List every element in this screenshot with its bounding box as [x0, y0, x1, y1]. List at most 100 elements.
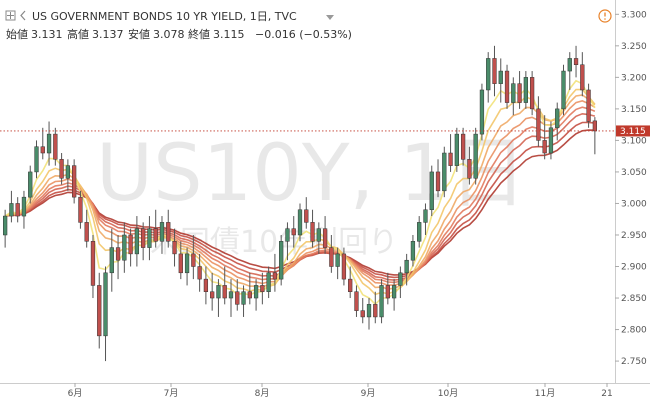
candle-body [285, 228, 290, 242]
candle [109, 228, 114, 292]
candle [9, 190, 14, 223]
legend-icon[interactable] [5, 10, 16, 21]
candle [511, 77, 516, 116]
candle [103, 266, 108, 362]
candle-body [448, 152, 453, 166]
candle [178, 241, 183, 280]
x-tick-label: 9月 [361, 388, 376, 399]
candle [210, 272, 215, 311]
candle-body [310, 222, 315, 242]
high-label: 高値 [67, 27, 89, 41]
ema-line [4, 106, 596, 284]
y-axis: 3.300 3.250 3.200 3.150 3.100 3.050 3.000 2.950… [615, 10, 647, 367]
candle [316, 222, 321, 254]
candle [448, 134, 453, 172]
candle-body [348, 278, 353, 292]
warning-icon[interactable] [598, 9, 612, 23]
y-tick-label: 3.050 [621, 168, 647, 178]
candle-body [166, 222, 171, 242]
candle [542, 115, 547, 160]
candle [460, 127, 466, 166]
candle-body [184, 253, 190, 274]
candle [479, 83, 485, 141]
candle-body [423, 209, 428, 223]
candle [573, 45, 579, 78]
candle-body [341, 253, 347, 280]
candle-body [21, 196, 27, 217]
candle [172, 228, 177, 267]
candle-body [442, 152, 447, 192]
open-value: 3.131 [31, 28, 63, 41]
y-tick-label: 3.200 [621, 73, 647, 83]
candle-body [9, 203, 14, 217]
candle-body [417, 222, 422, 242]
y-tick-label: 3.150 [621, 105, 647, 115]
candle-body [84, 222, 89, 242]
chart-title: US GOVERNMENT BONDS 10 YR YIELD, 1日, TVC [32, 10, 297, 23]
y-tick-label: 2.900 [621, 263, 647, 273]
candle-body [153, 228, 158, 242]
candle [385, 272, 390, 305]
candle [21, 190, 27, 229]
candle-body [28, 171, 33, 198]
candle [417, 216, 422, 248]
candle [203, 266, 209, 305]
candle-body [178, 253, 183, 274]
candle-body [46, 133, 52, 154]
candle [279, 234, 284, 286]
candle-body [398, 272, 403, 286]
candle-body [210, 291, 215, 299]
y-tick-label: 2.950 [621, 231, 647, 241]
candle-body [15, 203, 20, 217]
candle-body [103, 272, 108, 337]
candle [360, 298, 365, 324]
candle-body [360, 310, 365, 318]
candle-body [159, 222, 165, 242]
candle [429, 165, 434, 217]
candle [592, 117, 597, 155]
collapse-icon[interactable] [20, 10, 26, 21]
candle [536, 96, 541, 147]
candle [115, 234, 121, 280]
candle-body [272, 272, 278, 280]
ema-line [4, 88, 596, 296]
candle-body [279, 241, 284, 280]
chevron-down-icon[interactable] [326, 15, 334, 20]
candle-body [561, 70, 566, 110]
ema-line [4, 94, 596, 290]
candle-body [203, 278, 209, 292]
close-label: 終値 [188, 27, 210, 41]
candle [435, 159, 441, 198]
candle-body [253, 285, 259, 299]
candle [153, 209, 158, 248]
candle [90, 234, 96, 299]
candle-body [109, 247, 114, 274]
candle [335, 247, 340, 280]
close-value: 3.115 [213, 28, 245, 41]
candle-body [548, 127, 554, 154]
candle-body [567, 58, 572, 72]
candle [241, 285, 246, 317]
candle-body [429, 171, 434, 211]
candle-body [573, 58, 579, 65]
candle-body [260, 285, 265, 292]
candle [78, 190, 83, 229]
candle-body [304, 209, 309, 223]
candle-body [517, 83, 522, 103]
x-tick-label: 10月 [438, 388, 458, 399]
candle [253, 279, 259, 311]
candle [297, 203, 303, 242]
candle [28, 165, 33, 204]
candle-body [128, 234, 133, 255]
candle-body [65, 165, 71, 179]
candle-body [90, 241, 96, 286]
candle [398, 266, 403, 299]
high-value: 3.137 [92, 28, 124, 41]
candle-body [40, 146, 45, 154]
candle-body [241, 291, 246, 305]
candle-body [511, 83, 516, 103]
candle [291, 216, 296, 248]
candle-body [266, 272, 271, 292]
y-tick-label: 2.800 [621, 326, 647, 336]
candle-body [172, 241, 177, 255]
